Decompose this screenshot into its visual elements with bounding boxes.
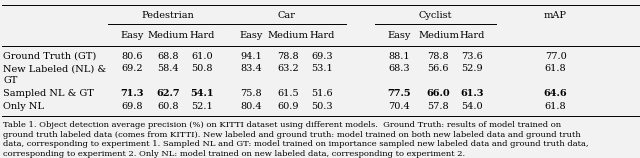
- Text: 60.9: 60.9: [277, 102, 299, 111]
- Text: 88.1: 88.1: [388, 52, 410, 61]
- Text: 80.4: 80.4: [240, 102, 262, 111]
- Text: Sampled NL & GT: Sampled NL & GT: [3, 89, 94, 98]
- Text: 77.5: 77.5: [388, 89, 411, 98]
- Text: Table 1. Object detection average precision (%) on KITTI dataset using different: Table 1. Object detection average precis…: [3, 121, 561, 129]
- Text: 61.8: 61.8: [545, 102, 566, 111]
- Text: 58.4: 58.4: [157, 64, 179, 73]
- Text: Easy: Easy: [388, 31, 411, 40]
- Text: 50.8: 50.8: [191, 64, 213, 73]
- Text: data, corresponding to experiment 1. Sampled NL and GT: model trained on importa: data, corresponding to experiment 1. Sam…: [3, 140, 589, 149]
- Text: Cyclist: Cyclist: [419, 11, 452, 20]
- Text: GT: GT: [3, 76, 17, 85]
- Text: 52.1: 52.1: [191, 102, 213, 111]
- Text: 69.8: 69.8: [122, 102, 143, 111]
- Text: corresponding to experiment 2. Only NL: model trained on new labeled data, corre: corresponding to experiment 2. Only NL: …: [3, 150, 465, 158]
- Text: 77.0: 77.0: [545, 52, 566, 61]
- Text: 69.2: 69.2: [122, 64, 143, 73]
- Text: 60.8: 60.8: [157, 102, 179, 111]
- Text: New Labeled (NL) &: New Labeled (NL) &: [3, 64, 106, 73]
- Text: 71.3: 71.3: [121, 89, 144, 98]
- Text: 57.8: 57.8: [428, 102, 449, 111]
- Text: Car: Car: [278, 11, 295, 20]
- Text: 50.3: 50.3: [311, 102, 333, 111]
- Text: 56.6: 56.6: [428, 64, 449, 73]
- Text: 66.0: 66.0: [426, 89, 451, 98]
- Text: 63.2: 63.2: [277, 64, 299, 73]
- Text: 78.8: 78.8: [277, 52, 299, 61]
- Text: 54.0: 54.0: [461, 102, 483, 111]
- Text: 83.4: 83.4: [240, 64, 262, 73]
- Text: 62.7: 62.7: [157, 89, 180, 98]
- Text: Medium: Medium: [268, 31, 308, 40]
- Text: Hard: Hard: [309, 31, 335, 40]
- Text: 61.8: 61.8: [545, 64, 566, 73]
- Text: Only NL: Only NL: [3, 102, 44, 111]
- Text: 52.9: 52.9: [461, 64, 483, 73]
- Text: 61.3: 61.3: [460, 89, 483, 98]
- Text: Medium: Medium: [418, 31, 459, 40]
- Text: Pedestrian: Pedestrian: [141, 11, 194, 20]
- Text: 61.0: 61.0: [191, 52, 213, 61]
- Text: 75.8: 75.8: [240, 89, 262, 98]
- Text: 61.5: 61.5: [277, 89, 299, 98]
- Text: Hard: Hard: [459, 31, 484, 40]
- Text: 70.4: 70.4: [388, 102, 410, 111]
- Text: 73.6: 73.6: [461, 52, 483, 61]
- Text: 51.6: 51.6: [311, 89, 333, 98]
- Text: Easy: Easy: [239, 31, 262, 40]
- Text: 78.8: 78.8: [428, 52, 449, 61]
- Text: 53.1: 53.1: [311, 64, 333, 73]
- Text: 64.6: 64.6: [544, 89, 567, 98]
- Text: 68.8: 68.8: [157, 52, 179, 61]
- Text: 69.3: 69.3: [311, 52, 333, 61]
- Text: Ground Truth (GT): Ground Truth (GT): [3, 52, 97, 61]
- Text: 94.1: 94.1: [240, 52, 262, 61]
- Text: ground truth labeled data (comes from KITTI). New labeled and ground truth: mode: ground truth labeled data (comes from KI…: [3, 131, 581, 139]
- Text: 54.1: 54.1: [191, 89, 214, 98]
- Text: mAP: mAP: [544, 11, 567, 20]
- Text: Medium: Medium: [148, 31, 189, 40]
- Text: 80.6: 80.6: [122, 52, 143, 61]
- Text: Easy: Easy: [121, 31, 144, 40]
- Text: Hard: Hard: [189, 31, 215, 40]
- Text: 68.3: 68.3: [388, 64, 410, 73]
